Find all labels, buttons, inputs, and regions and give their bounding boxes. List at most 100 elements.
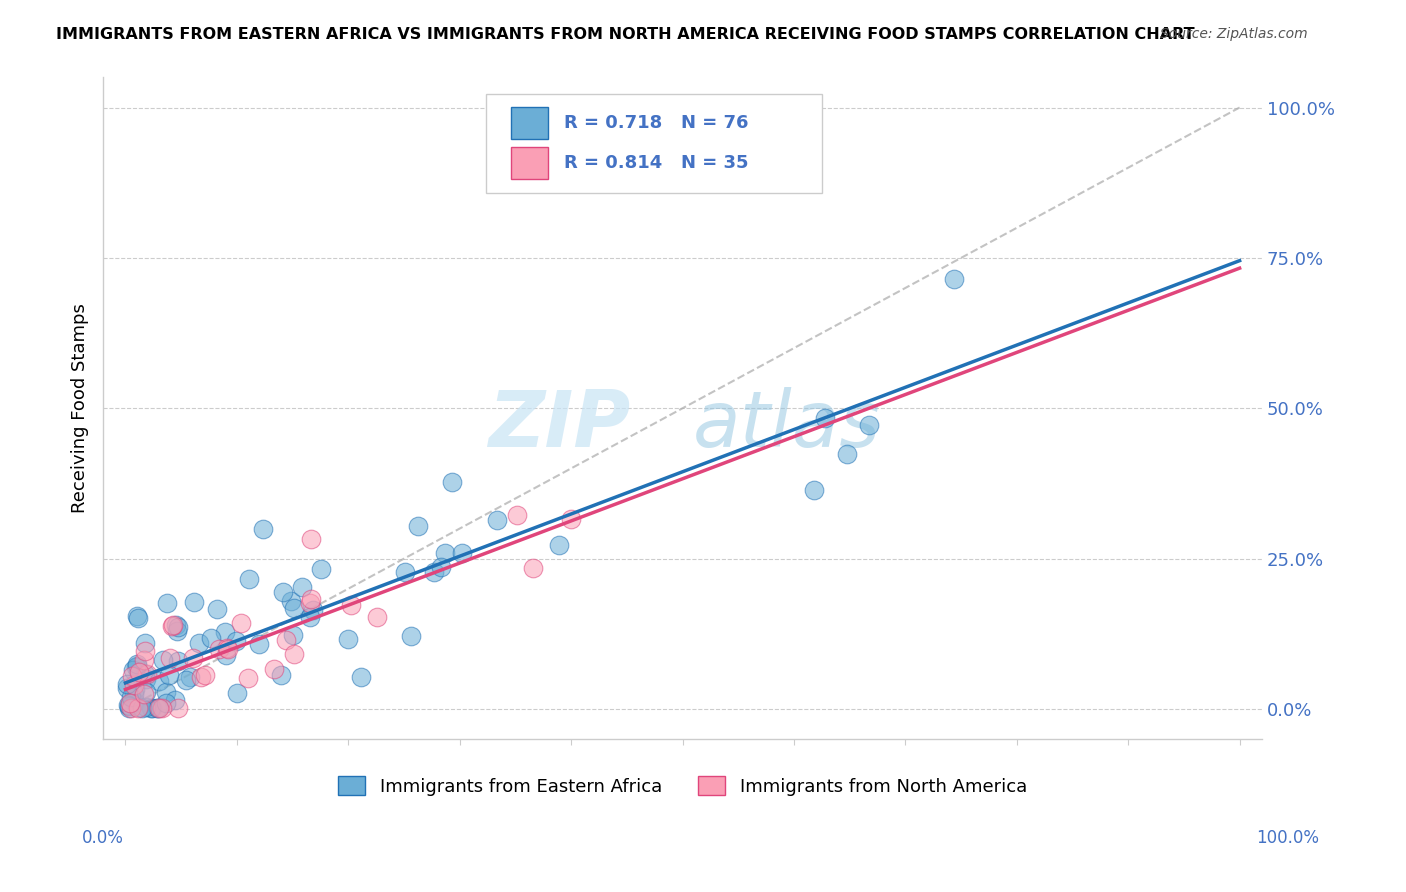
Point	[273, 585, 295, 599]
Point	[200, 631, 222, 645]
Point	[943, 272, 966, 286]
Point	[135, 684, 157, 698]
Point	[283, 601, 305, 615]
Point	[120, 690, 142, 704]
Point	[280, 593, 302, 607]
Point	[122, 687, 145, 701]
Point	[120, 701, 142, 715]
Point	[247, 637, 270, 651]
Point	[522, 561, 544, 575]
Point	[429, 560, 451, 574]
Point	[181, 651, 204, 665]
Point	[159, 651, 181, 665]
Point	[166, 620, 188, 634]
Point	[350, 670, 373, 684]
Point	[118, 697, 141, 711]
Point	[135, 672, 157, 686]
Point	[814, 410, 837, 425]
Point	[187, 636, 209, 650]
Point	[156, 596, 179, 610]
Point	[136, 666, 159, 681]
Point	[179, 670, 201, 684]
Point	[394, 565, 416, 579]
Point	[486, 513, 509, 527]
Text: Source: ZipAtlas.com: Source: ZipAtlas.com	[1160, 27, 1308, 41]
Point	[560, 512, 582, 526]
Point	[270, 668, 292, 682]
Point	[208, 642, 231, 657]
Point	[125, 660, 148, 674]
Point	[166, 701, 188, 715]
Point	[166, 624, 188, 639]
Point	[167, 654, 190, 668]
Y-axis label: Receiving Food Stamps: Receiving Food Stamps	[72, 303, 89, 513]
Point	[299, 592, 322, 607]
Point	[150, 701, 173, 715]
Point	[207, 602, 229, 616]
Point	[803, 483, 825, 497]
Point	[190, 670, 212, 684]
Point	[124, 682, 146, 697]
Point	[165, 617, 187, 632]
Point	[238, 671, 260, 685]
Point	[336, 632, 359, 647]
Point	[121, 663, 143, 677]
Point	[193, 667, 215, 681]
Point	[155, 696, 177, 710]
Point	[451, 546, 474, 560]
Point	[399, 629, 422, 643]
Point	[165, 693, 187, 707]
Point	[118, 698, 141, 713]
Point	[858, 418, 880, 433]
Point	[215, 640, 238, 655]
Point	[132, 688, 155, 702]
Point	[423, 565, 446, 579]
Point	[135, 699, 157, 714]
Text: R = 0.814   N = 35: R = 0.814 N = 35	[564, 153, 749, 172]
Point	[115, 681, 138, 695]
Point	[134, 666, 156, 681]
Point	[433, 546, 456, 560]
Text: ZIP: ZIP	[488, 387, 630, 463]
Point	[281, 627, 304, 641]
Point	[134, 636, 156, 650]
Point	[183, 595, 205, 609]
FancyBboxPatch shape	[485, 94, 821, 194]
Legend: Immigrants from Eastern Africa, Immigrants from North America: Immigrants from Eastern Africa, Immigran…	[330, 769, 1033, 803]
Point	[152, 652, 174, 666]
Point	[146, 701, 169, 715]
Point	[309, 562, 332, 576]
Point	[225, 633, 247, 648]
Point	[214, 625, 236, 640]
Point	[174, 673, 197, 687]
Point	[835, 447, 858, 461]
Point	[302, 603, 325, 617]
Point	[276, 632, 298, 647]
Point	[146, 701, 169, 715]
Text: 100.0%: 100.0%	[1256, 829, 1319, 847]
Point	[159, 668, 181, 682]
Point	[160, 619, 183, 633]
Point	[506, 508, 529, 523]
FancyBboxPatch shape	[510, 147, 548, 178]
Text: 0.0%: 0.0%	[82, 829, 124, 847]
Point	[128, 665, 150, 680]
Point	[162, 617, 184, 632]
Point	[226, 686, 249, 700]
Point	[214, 648, 236, 663]
Point	[117, 677, 139, 691]
Point	[127, 701, 149, 715]
Point	[122, 678, 145, 692]
Point	[548, 538, 571, 552]
Point	[139, 701, 162, 715]
Point	[134, 644, 156, 658]
FancyBboxPatch shape	[510, 107, 548, 139]
Point	[118, 701, 141, 715]
Point	[128, 700, 150, 714]
Text: atlas: atlas	[693, 387, 880, 463]
Text: IMMIGRANTS FROM EASTERN AFRICA VS IMMIGRANTS FROM NORTH AMERICA RECEIVING FOOD S: IMMIGRANTS FROM EASTERN AFRICA VS IMMIGR…	[56, 27, 1195, 42]
Point	[291, 580, 314, 594]
Point	[441, 475, 464, 489]
Point	[148, 674, 170, 689]
Text: R = 0.718   N = 76: R = 0.718 N = 76	[564, 114, 749, 132]
